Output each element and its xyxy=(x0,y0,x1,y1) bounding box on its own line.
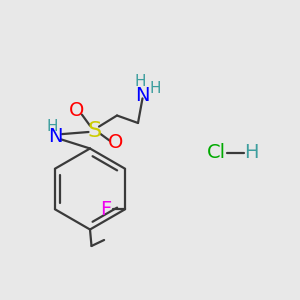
Text: Cl: Cl xyxy=(206,143,226,163)
Text: H: H xyxy=(244,143,259,163)
Text: N: N xyxy=(135,86,150,106)
Text: H: H xyxy=(46,119,58,134)
Text: H: H xyxy=(149,81,161,96)
Text: S: S xyxy=(87,121,102,140)
Text: O: O xyxy=(69,101,84,121)
Text: H: H xyxy=(134,74,146,89)
Text: F: F xyxy=(100,200,111,219)
Text: O: O xyxy=(108,133,123,152)
Text: N: N xyxy=(48,127,63,146)
